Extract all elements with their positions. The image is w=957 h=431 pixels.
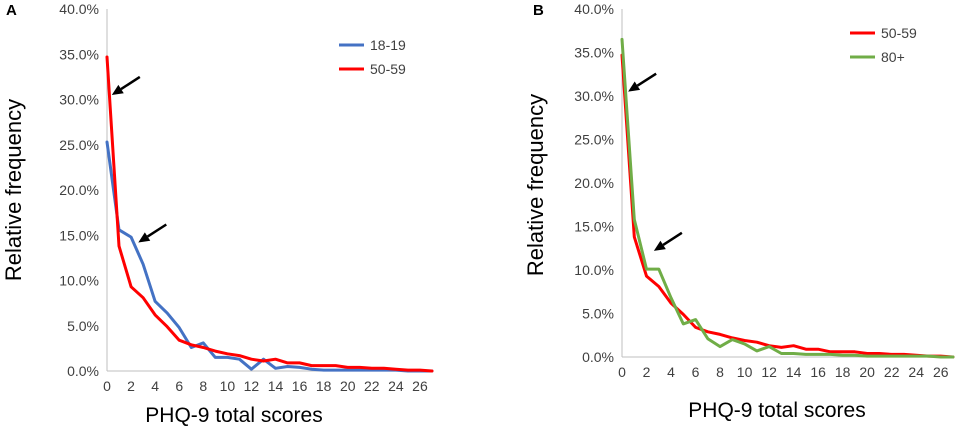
x-tick-label: 2 bbox=[127, 378, 135, 394]
x-tick-label: 6 bbox=[175, 378, 183, 394]
x-tick-label: 12 bbox=[244, 378, 260, 394]
x-tick-label: 2 bbox=[643, 364, 651, 380]
legend-entry-0: 18-19 bbox=[370, 37, 406, 53]
x-tick-label: 16 bbox=[292, 378, 308, 394]
y-axis-label: Relative frequency bbox=[523, 94, 548, 276]
legend-entry-0: 50-59 bbox=[881, 25, 917, 41]
y-tick-label: 10.0% bbox=[59, 273, 99, 289]
panel-b: B 0.0% 5.0% 10.0% 15.0% 20.0% 25.0% 30.0% 35.0%… bbox=[523, 1, 955, 422]
panel-label: B bbox=[533, 2, 544, 19]
series-line-50-59 bbox=[620, 53, 955, 359]
x-tick-label: 24 bbox=[388, 378, 404, 394]
x-tick-label: 8 bbox=[199, 378, 207, 394]
x-tick-label: 4 bbox=[667, 364, 675, 380]
x-axis-label: PHQ-9 total scores bbox=[145, 404, 322, 427]
arrow-shaft bbox=[636, 72, 657, 87]
legend-entry-1: 50-59 bbox=[370, 61, 406, 77]
y-tick-label: 40.0% bbox=[59, 1, 99, 17]
series-line-80+ bbox=[620, 37, 955, 359]
x-tick-label: 18 bbox=[316, 378, 332, 394]
x-tick-label: 20 bbox=[340, 378, 356, 394]
y-tick-label: 5.0% bbox=[582, 306, 614, 322]
annotation-arrow bbox=[653, 231, 683, 251]
legend-entry-1: 80+ bbox=[881, 49, 905, 65]
y-tick-label: 40.0% bbox=[574, 1, 614, 17]
x-tick-label: 14 bbox=[786, 364, 802, 380]
arrow-head bbox=[653, 240, 666, 251]
x-tick-label: 8 bbox=[716, 364, 724, 380]
arrow-shaft bbox=[662, 231, 683, 246]
x-tick-label: 18 bbox=[835, 364, 851, 380]
y-tick-label: 5.0% bbox=[67, 318, 99, 334]
x-tick-label: 6 bbox=[692, 364, 700, 380]
x-tick-label: 4 bbox=[151, 378, 159, 394]
y-tick-label: 0.0% bbox=[67, 363, 99, 379]
plot-area: 0.0%5.0%10.0%15.0%20.0%25.0%30.0%35.0%40… bbox=[574, 1, 955, 380]
y-axis-label: Relative frequency bbox=[1, 99, 26, 281]
arrow-head bbox=[628, 81, 641, 92]
arrow-head bbox=[138, 232, 151, 243]
y-tick-label: 20.0% bbox=[574, 175, 614, 191]
y-tick-label: 0.0% bbox=[582, 349, 614, 365]
legend: 50-59 80+ bbox=[850, 25, 917, 65]
annotation-arrow bbox=[628, 72, 657, 92]
y-tick-label: 25.0% bbox=[574, 132, 614, 148]
annotation-arrow bbox=[138, 223, 167, 243]
x-tick-label: 20 bbox=[859, 364, 875, 380]
x-tick-label: 16 bbox=[810, 364, 826, 380]
y-tick-label: 25.0% bbox=[59, 137, 99, 153]
x-tick-label: 0 bbox=[103, 378, 111, 394]
plot-area: 0.0%5.0%10.0%15.0%20.0%25.0%30.0%35.0%40… bbox=[59, 1, 434, 394]
y-tick-label: 15.0% bbox=[59, 227, 99, 243]
arrow-shaft bbox=[120, 75, 141, 91]
arrow-shaft bbox=[146, 223, 167, 238]
y-tick-label: 20.0% bbox=[59, 182, 99, 198]
x-tick-label: 0 bbox=[618, 364, 626, 380]
y-tick-label: 15.0% bbox=[574, 219, 614, 235]
x-tick-label: 22 bbox=[364, 378, 380, 394]
x-tick-label: 24 bbox=[908, 364, 924, 380]
annotation-arrow bbox=[111, 75, 141, 95]
y-tick-label: 30.0% bbox=[59, 92, 99, 108]
y-tick-label: 30.0% bbox=[574, 88, 614, 104]
x-tick-label: 26 bbox=[412, 378, 428, 394]
x-tick-label: 12 bbox=[761, 364, 777, 380]
x-tick-label: 22 bbox=[884, 364, 900, 380]
arrow-head bbox=[111, 84, 124, 95]
x-tick-label: 14 bbox=[268, 378, 284, 394]
panel-a: A 0.0% 5.0% 10.0% 15.0% 20.0% 25.0% 30.0% 35.0%… bbox=[1, 1, 434, 427]
x-tick-label: 10 bbox=[737, 364, 753, 380]
y-tick-label: 35.0% bbox=[574, 45, 614, 61]
x-axis-label: PHQ-9 total scores bbox=[688, 399, 865, 422]
series-line-50-59 bbox=[105, 55, 434, 373]
series-line-18-19 bbox=[105, 140, 434, 373]
legend: 18-19 50-59 bbox=[339, 37, 406, 77]
y-tick-label: 35.0% bbox=[59, 46, 99, 62]
y-tick-label: 10.0% bbox=[574, 262, 614, 278]
panel-label: A bbox=[6, 2, 17, 19]
x-tick-label: 26 bbox=[933, 364, 949, 380]
x-tick-label: 10 bbox=[220, 378, 236, 394]
